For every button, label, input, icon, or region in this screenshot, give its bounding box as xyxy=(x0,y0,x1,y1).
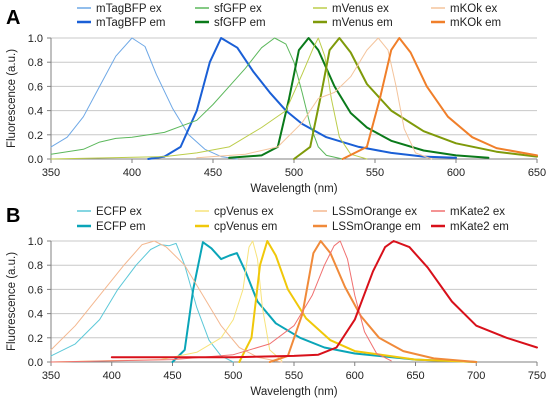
panel-a-series-mtagbfp-em xyxy=(147,37,457,160)
panel-b-series-ecfp-ex xyxy=(50,242,234,363)
panel-a-y-tick-label: 1.0 xyxy=(28,33,43,45)
panel-b-series-cpvenus-ex xyxy=(50,240,283,363)
panel-a-y-tick-label: 0.6 xyxy=(28,81,43,93)
panel-a-x-tick-label: 550 xyxy=(366,167,384,179)
panel-a-series-mtagbfp-ex xyxy=(50,37,238,160)
panel-b-legend-label-mkate2-em: mKate2 em xyxy=(450,221,509,233)
panel-b-legend-label-cpvenus-ex: cpVenus ex xyxy=(214,206,274,218)
panel-b-series-ecfp-em xyxy=(171,241,478,363)
panel-a-x-tick-label: 600 xyxy=(447,167,465,179)
panel-b-series-mkate2-em xyxy=(110,240,538,359)
panel-b-x-axis-title: Wavelength (nm) xyxy=(250,386,337,398)
panel-b-y-tick-label: 0.4 xyxy=(28,309,43,321)
panel-a-legend-label-mtagbfp-ex: mTagBFP ex xyxy=(96,3,162,15)
panel-b-y-axis-title: Fluorescence (a.u.) xyxy=(6,252,18,351)
panel-a-series-mkok-em xyxy=(341,37,538,160)
panel-b-label: B xyxy=(6,205,20,227)
panel-a-label: A xyxy=(6,7,20,29)
panel-a-x-tick-label: 350 xyxy=(42,167,60,179)
panel-a-series-mvenus-ex xyxy=(50,37,368,160)
panel-b-x-tick-label: 450 xyxy=(163,370,181,382)
panel-b-series-lssmorange-ex xyxy=(50,240,283,363)
panel-b-x-tick-label: 700 xyxy=(467,370,485,382)
panel-b-legend-label-ecfp-em: ECFP em xyxy=(96,221,146,233)
panel-b-x-tick-label: 500 xyxy=(224,370,242,382)
panel-b-y-tick-label: 0.6 xyxy=(28,284,43,296)
panel-a-legend-label-mvenus-em: mVenus em xyxy=(332,17,393,29)
panel-b-series-lssmorange-em xyxy=(268,240,478,363)
panel-a-series-mvenus-em xyxy=(293,37,538,160)
panel-a-legend-label-sfgfp-em: sfGFP em xyxy=(214,17,266,29)
panel-b-x-tick-label: 400 xyxy=(103,370,121,382)
panel-b-y-tick-label: 1.0 xyxy=(28,236,43,248)
panel-a-y-tick-label: 0.2 xyxy=(28,130,43,142)
panel-a-y-tick-label: 0.4 xyxy=(28,106,43,118)
panel-a-legend-label-mkok-ex: mKOk ex xyxy=(450,3,498,15)
panel-a-y-tick-label: 0.0 xyxy=(28,154,43,166)
panel-a-legend-label-mtagbfp-em: mTagBFP em xyxy=(96,17,165,29)
panel-a-x-axis-title: Wavelength (nm) xyxy=(250,183,337,195)
panel-a-y-tick-label: 0.8 xyxy=(28,57,43,69)
panel-b-x-tick-label: 550 xyxy=(285,370,303,382)
panel-a-x-tick-label: 650 xyxy=(528,167,546,179)
panel-b-x-tick-label: 350 xyxy=(42,370,60,382)
panel-a-x-tick-label: 450 xyxy=(204,167,222,179)
panel-b-legend-label-lssmorange-em: LSSmOrange em xyxy=(332,221,421,233)
panel-a-y-axis-title: Fluorescence (a.u.) xyxy=(6,49,18,148)
panel-b-series-cpvenus-em xyxy=(238,240,478,363)
panel-a-legend-label-mvenus-ex: mVenus ex xyxy=(332,3,389,15)
panel-b-legend-label-ecfp-ex: ECFP ex xyxy=(96,206,142,218)
panel-a-legend-label-mkok-em: mKOk em xyxy=(450,17,501,29)
panel-b-series-mkate2-ex xyxy=(50,240,392,363)
panel-a-x-tick-label: 500 xyxy=(285,167,303,179)
panel-b-legend-label-lssmorange-ex: LSSmOrange ex xyxy=(332,206,417,218)
panel-b-x-tick-label: 600 xyxy=(346,370,364,382)
panel-b-x-tick-label: 750 xyxy=(528,370,546,382)
panel-b-y-tick-label: 0.8 xyxy=(28,260,43,272)
panel-b-y-tick-label: 0.2 xyxy=(28,333,43,345)
panel-b-x-tick-label: 650 xyxy=(406,370,424,382)
panel-b-legend-label-mkate2-ex: mKate2 ex xyxy=(450,206,505,218)
panel-a-legend-label-sfgfp-ex: sfGFP ex xyxy=(214,3,262,15)
panel-a-series-sfgfp-ex xyxy=(50,37,344,160)
panel-a-x-tick-label: 400 xyxy=(123,167,141,179)
panel-a-series-mkok-ex xyxy=(196,37,433,160)
panel-b-y-tick-label: 0.0 xyxy=(28,357,43,369)
panel-b-legend-label-cpvenus-em: cpVenus em xyxy=(214,221,277,233)
